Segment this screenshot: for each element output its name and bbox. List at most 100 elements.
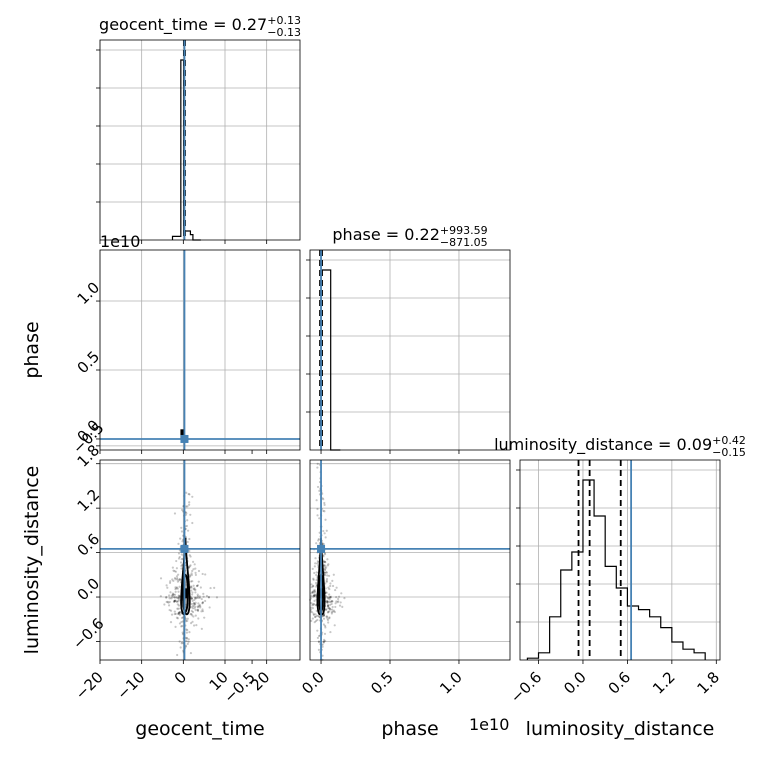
scatter-point <box>174 570 178 573</box>
scatter-point <box>194 567 197 570</box>
scatter-point <box>201 601 205 604</box>
scatter-point <box>189 513 192 516</box>
scatter-point <box>185 636 188 639</box>
scatter-point <box>190 572 193 575</box>
scatter-point <box>201 601 204 604</box>
scatter-point <box>181 631 184 634</box>
scatter-point <box>315 583 318 586</box>
scatter-point <box>326 597 329 600</box>
scatter-point <box>335 586 338 589</box>
scatter-point <box>322 641 325 644</box>
scatter-point <box>322 542 325 546</box>
scatter-point <box>326 603 330 606</box>
scatter-point <box>312 603 315 606</box>
scatter-point <box>177 596 180 599</box>
scatter-point <box>189 613 192 616</box>
scatter-point <box>168 581 172 585</box>
title-lower-error: −871.05 <box>440 236 488 249</box>
scatter-point <box>167 601 170 604</box>
scatter-point <box>185 631 189 634</box>
x-tick-label-geocent_time: 0 <box>171 668 190 687</box>
scatter-point <box>181 624 184 628</box>
scatter-point <box>196 593 199 596</box>
scatter-point <box>331 579 334 583</box>
scatter-point <box>168 600 171 604</box>
scatter-point <box>193 563 196 566</box>
scatter-point <box>323 638 326 641</box>
scatter-point <box>326 618 330 622</box>
scatter-point <box>335 600 338 603</box>
scatter-point <box>191 560 195 563</box>
y-tick-label-luminosity_distance: 0.0 <box>74 574 104 604</box>
truth-point <box>180 544 189 553</box>
scatter-point <box>324 624 327 627</box>
scatter-point <box>172 569 175 572</box>
scatter-point <box>199 605 202 608</box>
scatter-point <box>311 602 314 605</box>
scatter-point <box>326 617 329 620</box>
scatter-point <box>173 596 176 599</box>
scatter-point <box>175 600 179 603</box>
scatter-point <box>322 623 326 626</box>
scatter-point <box>191 569 194 573</box>
scatter-point <box>192 604 195 608</box>
scatter-point <box>176 653 179 657</box>
scatter-point <box>171 578 174 581</box>
scatter-point <box>194 614 197 617</box>
scatter-point <box>215 596 219 599</box>
title-value: geocent_time = 0.27 <box>99 15 267 35</box>
scatter-point <box>312 589 315 592</box>
scatter-point <box>332 573 335 576</box>
scatter-point <box>167 594 171 597</box>
scatter-point <box>321 645 324 648</box>
scatter-point <box>169 609 173 612</box>
scatter-point <box>202 595 205 598</box>
scatter-point <box>311 567 314 570</box>
scatter-point <box>314 619 318 623</box>
scatter-point <box>177 557 181 560</box>
scatter-point <box>327 597 330 600</box>
scatter-point <box>178 598 181 601</box>
scatter-point <box>180 625 183 628</box>
scatter-point <box>315 542 318 545</box>
scatter-point <box>329 595 333 598</box>
scatter-point <box>323 567 326 570</box>
scatter-point <box>178 611 181 614</box>
scatter-point <box>329 584 332 588</box>
scatter-point <box>314 594 317 597</box>
tick-offset-label: 1e10 <box>469 715 509 734</box>
scatter-point <box>325 579 328 582</box>
scatter-point <box>188 631 191 634</box>
scatter-point <box>178 555 181 559</box>
scatter-point <box>190 612 193 616</box>
scatter-point <box>178 613 181 616</box>
scatter-point <box>322 617 326 620</box>
scatter-point <box>315 573 318 577</box>
scatter-point <box>192 587 195 590</box>
scatter-point <box>192 602 195 605</box>
scatter-point <box>314 581 318 585</box>
scatter-point <box>332 609 336 612</box>
scatter-point <box>190 580 193 583</box>
scatter-point <box>172 600 176 603</box>
scatter-point <box>173 576 177 580</box>
scatter-point <box>191 605 194 608</box>
scatter-point <box>329 600 332 604</box>
scatter-point <box>177 594 180 597</box>
scatter-point <box>313 594 316 597</box>
scatter-point <box>327 563 330 566</box>
scatter-point <box>322 614 325 617</box>
scatter-point <box>187 492 190 496</box>
title-upper-error: +0.13 <box>267 14 301 27</box>
scatter-point <box>326 600 329 603</box>
scatter-point <box>321 654 324 657</box>
scatter-point <box>312 613 316 617</box>
scatter-point <box>315 585 318 588</box>
scatter-point <box>325 571 328 574</box>
scatter-point <box>327 586 330 589</box>
scatter-point <box>313 594 316 597</box>
title-phase: phase = 0.22+993.59 −871.05 <box>332 224 487 249</box>
scatter-point <box>326 600 329 604</box>
scatter-point <box>322 640 325 644</box>
scatter-point <box>328 607 331 610</box>
